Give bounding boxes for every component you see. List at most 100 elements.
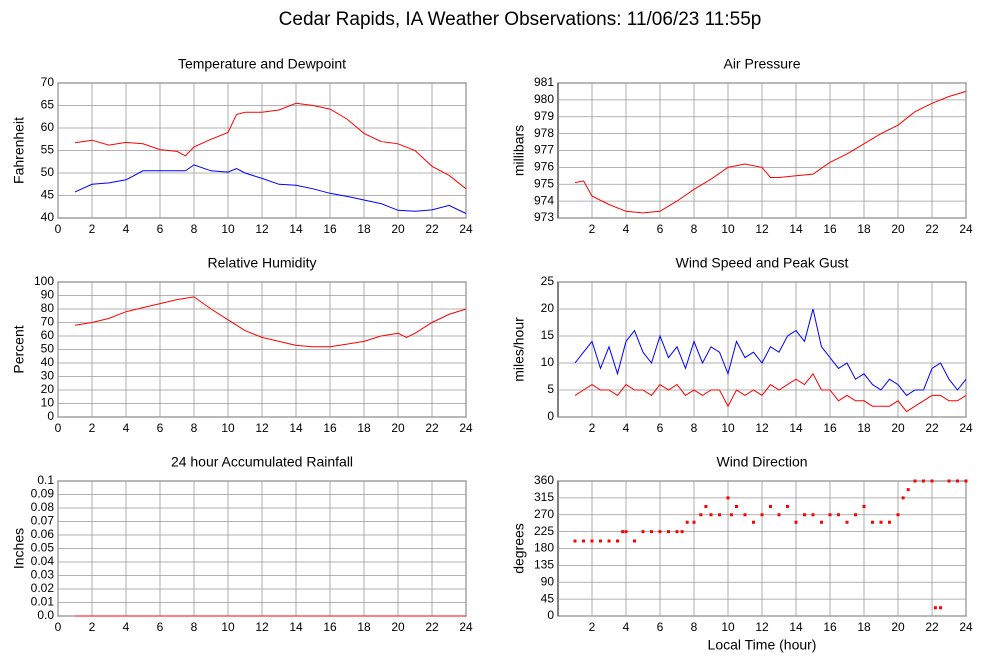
x-tick-label: 2: [589, 620, 596, 634]
x-tick-label: 24: [959, 421, 973, 435]
y-tick-label: 5: [547, 382, 554, 396]
x-tick-label: 20: [391, 620, 405, 634]
y-tick-label: 55: [41, 143, 55, 157]
x-tick-label: 4: [623, 421, 630, 435]
data-point: [862, 505, 866, 508]
y-tick-label: 65: [41, 98, 55, 112]
y-tick-label: 45: [41, 188, 55, 202]
y-tick-label: 225: [534, 524, 554, 538]
x-tick-label: 24: [459, 421, 473, 435]
y-tick-label: 974: [534, 193, 554, 207]
y-tick-label: 0: [547, 409, 554, 423]
data-point: [947, 479, 951, 483]
x-tick-label: 4: [623, 222, 630, 236]
y-tick-label: 0.07: [31, 514, 55, 528]
data-point: [680, 530, 684, 534]
y-tick-label: 15: [541, 328, 555, 342]
x-tick-label: 14: [289, 620, 303, 634]
data-point: [845, 520, 849, 524]
y-axis-label: miles/hour: [511, 317, 527, 382]
x-tick-label: 20: [391, 421, 405, 435]
x-tick-label: 8: [191, 222, 198, 236]
x-tick-label: 6: [657, 421, 664, 435]
x-tick-label: 24: [459, 222, 473, 236]
data-point: [854, 513, 857, 517]
y-tick-label: 0.09: [31, 487, 55, 501]
x-tick-label: 14: [789, 222, 803, 236]
y-tick-label: 0: [47, 409, 54, 423]
y-axis-label: millibars: [511, 125, 527, 176]
x-tick-label: 24: [459, 620, 473, 634]
data-point: [811, 513, 815, 517]
y-tick-label: 270: [534, 507, 554, 521]
y-tick-label: 40: [41, 355, 55, 369]
y-tick-label: 0.02: [31, 581, 55, 595]
y-tick-label: 50: [41, 165, 55, 179]
data-point: [896, 513, 900, 517]
data-point: [769, 505, 772, 508]
data-point: [777, 513, 781, 517]
data-point: [621, 530, 625, 534]
data-point: [718, 513, 721, 517]
x-tick-label: 4: [123, 222, 130, 236]
data-line: [574, 372, 967, 413]
y-tick-label: 20: [41, 382, 55, 396]
data-line: [574, 90, 967, 214]
data-point: [828, 513, 832, 517]
x-tick-label: 22: [425, 421, 439, 435]
x-tick-label: 10: [221, 421, 235, 435]
x-tick-label: 10: [221, 222, 235, 236]
x-tick-label: 12: [755, 620, 769, 634]
y-tick-label: 976: [534, 160, 554, 174]
chart-title: Temperature and Dewpoint: [178, 56, 346, 72]
x-tick-label: 10: [721, 222, 735, 236]
data-point: [726, 496, 730, 500]
x-tick-label: 6: [657, 222, 664, 236]
data-point: [699, 513, 703, 517]
y-tick-label: 25: [541, 274, 555, 288]
x-tick-label: 18: [357, 421, 371, 435]
x-tick-label: 2: [589, 421, 596, 435]
data-point: [658, 530, 662, 534]
x-tick-label: 20: [891, 421, 905, 435]
y-tick-label: 45: [541, 591, 555, 605]
data-point: [786, 505, 789, 508]
x-tick-label: 18: [857, 222, 871, 236]
y-tick-label: 973: [534, 210, 554, 224]
data-point: [933, 606, 937, 610]
data-point: [704, 505, 708, 508]
data-line: [74, 164, 467, 214]
x-tick-label: 14: [789, 421, 803, 435]
x-tick-label: 8: [191, 421, 198, 435]
x-tick-label: 16: [823, 620, 837, 634]
y-tick-label: 975: [534, 176, 554, 190]
y-tick-label: 0.1: [37, 473, 54, 487]
x-tick-label: 12: [255, 421, 269, 435]
data-point: [685, 520, 689, 524]
data-point: [675, 530, 679, 534]
x-tick-label: 16: [323, 222, 337, 236]
data-point: [930, 479, 934, 483]
x-tick-label: 12: [255, 222, 269, 236]
x-tick-label: 10: [721, 620, 735, 634]
data-point: [650, 530, 653, 534]
x-tick-label: 8: [691, 421, 698, 435]
y-tick-label: 20: [541, 301, 555, 315]
data-point: [901, 496, 905, 500]
data-line: [74, 102, 467, 190]
x-tick-label: 12: [755, 222, 769, 236]
data-point: [633, 539, 636, 543]
data-point: [956, 479, 959, 483]
x-tick-label: 20: [891, 222, 905, 236]
data-point: [820, 520, 823, 524]
x-tick-label: 6: [157, 620, 164, 634]
x-tick-label: 14: [289, 222, 303, 236]
x-tick-label: 4: [123, 620, 130, 634]
x-tick-label: 24: [959, 222, 973, 236]
data-line: [574, 308, 967, 397]
data-point: [624, 530, 628, 534]
x-tick-label: 2: [89, 222, 96, 236]
y-tick-label: 70: [41, 315, 55, 329]
chart-title: Wind Speed and Peak Gust: [676, 255, 849, 271]
x-tick-label: 4: [123, 421, 130, 435]
